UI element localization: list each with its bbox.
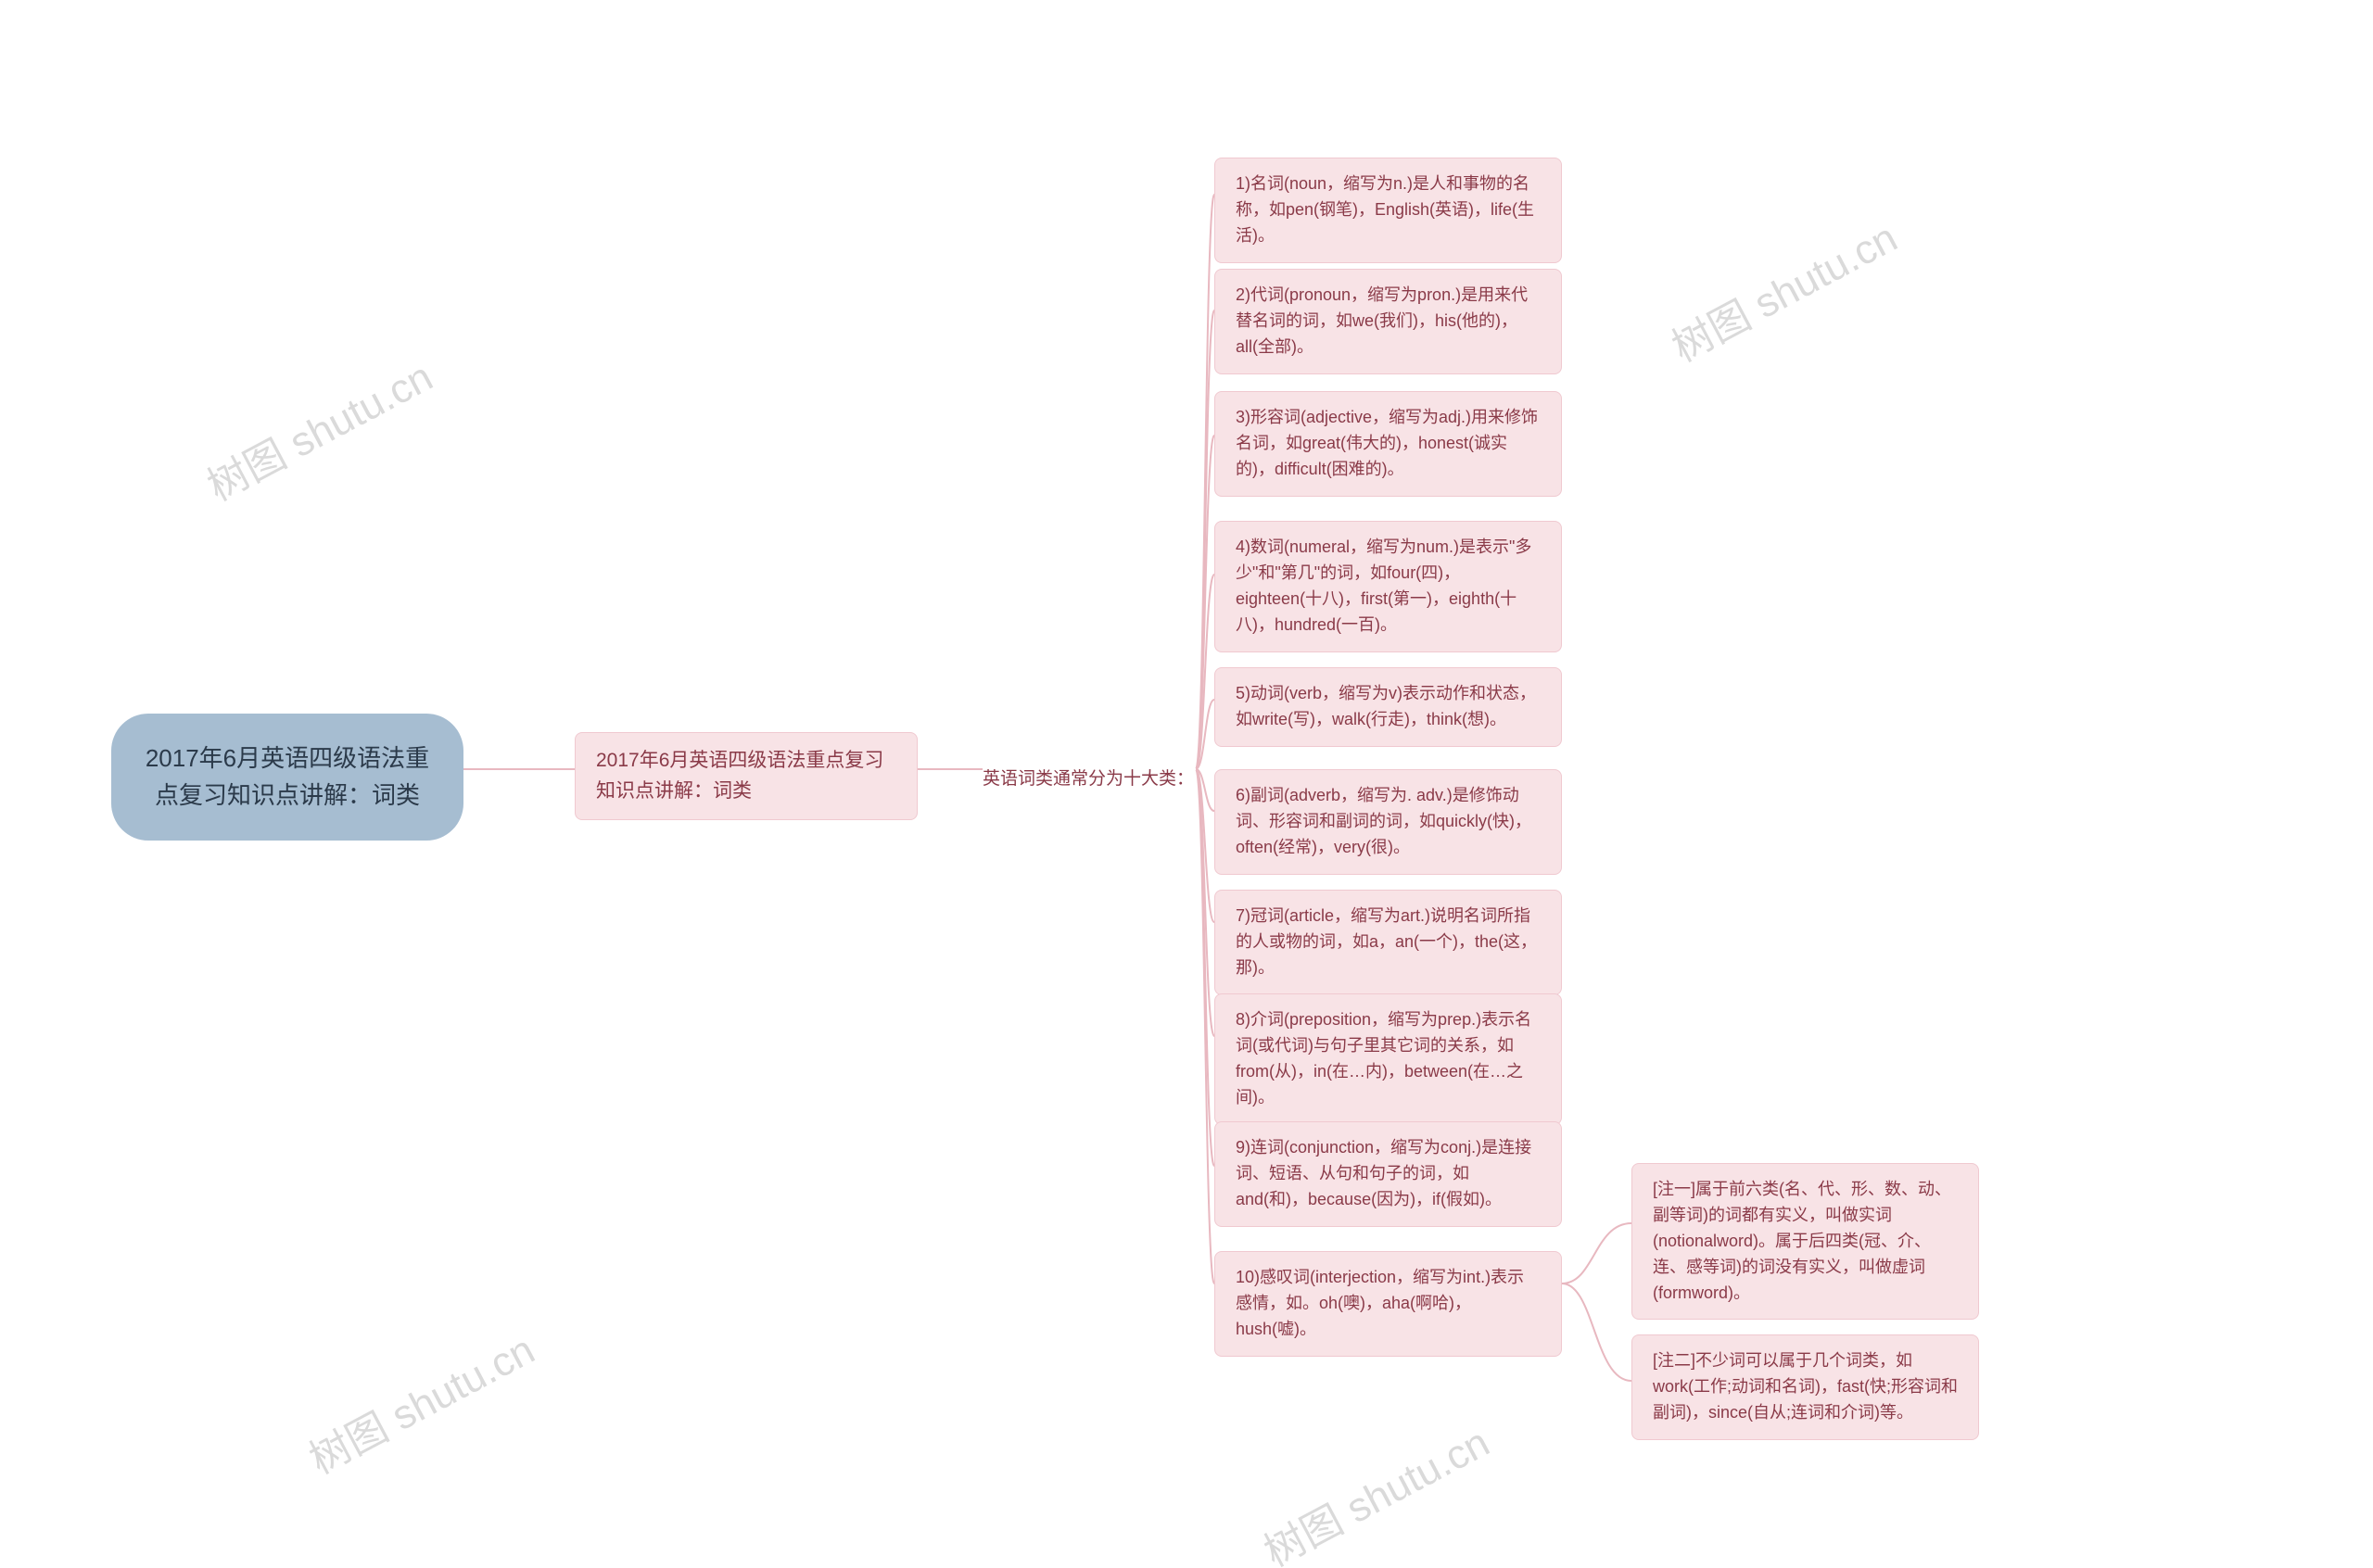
mindmap-leaf-6[interactable]: 6)副词(adverb，缩写为. adv.)是修饰动词、形容词和副词的词，如qu… [1214,769,1562,875]
mindmap-node-level2[interactable]: 英语词类通常分为十大类： [983,758,1194,800]
mindmap-leaf-7[interactable]: 7)冠词(article，缩写为art.)说明名词所指的人或物的词，如a，an(… [1214,890,1562,995]
mindmap-leaf-10[interactable]: 10)感叹词(interjection，缩写为int.)表示感情，如。oh(噢)… [1214,1251,1562,1357]
mindmap-note-1[interactable]: [注一]属于前六类(名、代、形、数、动、副等词)的词都有实义，叫做实词(noti… [1631,1163,1979,1320]
mindmap-leaf-1[interactable]: 1)名词(noun，缩写为n.)是人和事物的名称，如pen(钢笔)，Englis… [1214,158,1562,263]
watermark-text: 树图 shutu.cn [1660,205,1906,373]
mindmap-leaf-8[interactable]: 8)介词(preposition，缩写为prep.)表示名词(或代词)与句子里其… [1214,993,1562,1125]
mindmap-leaf-3[interactable]: 3)形容词(adjective，缩写为adj.)用来修饰名词，如great(伟大… [1214,391,1562,497]
mindmap-note-2[interactable]: [注二]不少词可以属于几个词类，如work(工作;动词和名词)，fast(快;形… [1631,1334,1979,1440]
watermark-text: 树图 shutu.cn [298,1317,543,1486]
mindmap-leaf-5[interactable]: 5)动词(verb，缩写为v)表示动作和状态，如write(写)，walk(行走… [1214,667,1562,747]
mindmap-leaf-4[interactable]: 4)数词(numeral，缩写为num.)是表示"多少"和"第几"的词，如fou… [1214,521,1562,652]
mindmap-root[interactable]: 2017年6月英语四级语法重点复习知识点讲解：词类 [111,714,463,841]
watermark-text: 树图 shutu.cn [196,344,441,512]
mindmap-leaf-9[interactable]: 9)连词(conjunction，缩写为conj.)是连接词、短语、从句和句子的… [1214,1121,1562,1227]
watermark-text: 树图 shutu.cn [1252,1410,1498,1568]
mindmap-node-level1[interactable]: 2017年6月英语四级语法重点复习知识点讲解：词类 [575,732,918,820]
mindmap-leaf-2[interactable]: 2)代词(pronoun，缩写为pron.)是用来代替名词的词，如we(我们)，… [1214,269,1562,374]
